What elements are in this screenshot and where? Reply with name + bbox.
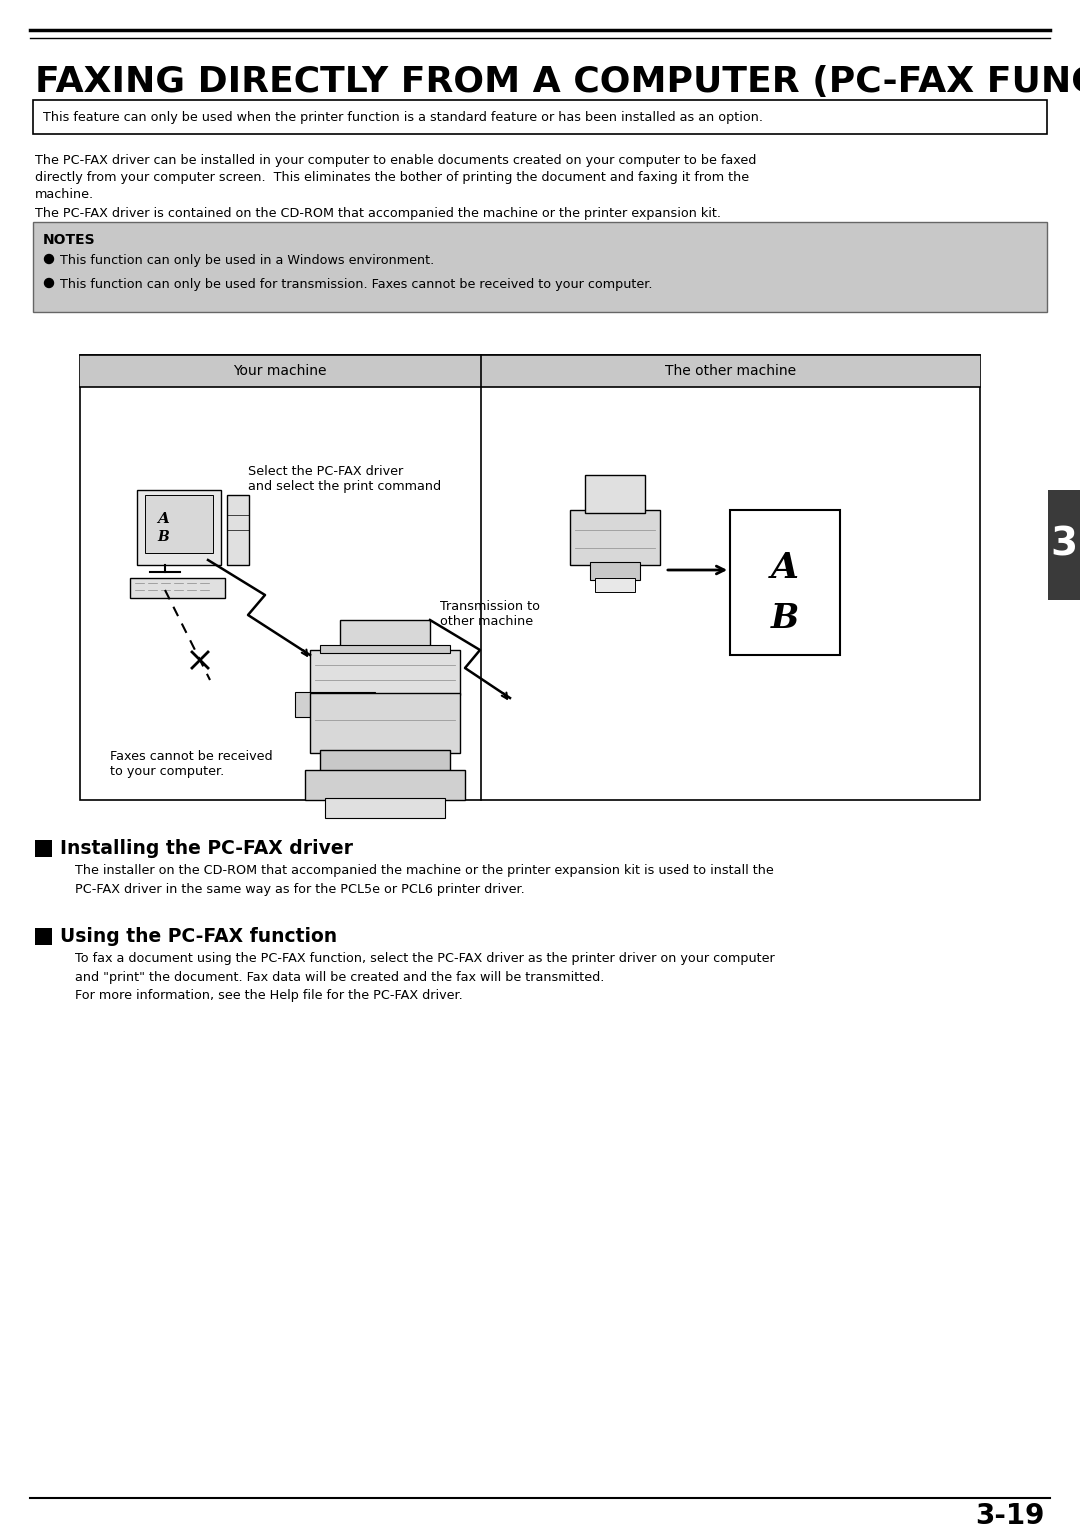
- Text: Faxes cannot be received
to your computer.: Faxes cannot be received to your compute…: [110, 750, 272, 778]
- FancyBboxPatch shape: [325, 798, 445, 817]
- FancyBboxPatch shape: [145, 495, 213, 553]
- FancyBboxPatch shape: [340, 620, 430, 652]
- Text: The PC-FAX driver is contained on the CD-ROM that accompanied the machine or the: The PC-FAX driver is contained on the CD…: [35, 206, 721, 220]
- FancyBboxPatch shape: [35, 927, 52, 944]
- Text: This function can only be used in a Windows environment.: This function can only be used in a Wind…: [60, 254, 434, 267]
- FancyBboxPatch shape: [585, 475, 645, 513]
- Text: A: A: [157, 512, 168, 526]
- FancyBboxPatch shape: [227, 495, 249, 565]
- Text: The PC-FAX driver can be installed in your computer to enable documents created : The PC-FAX driver can be installed in yo…: [35, 154, 756, 167]
- FancyBboxPatch shape: [595, 578, 635, 591]
- Text: B: B: [771, 602, 799, 634]
- FancyBboxPatch shape: [730, 510, 840, 656]
- FancyBboxPatch shape: [80, 354, 980, 387]
- FancyBboxPatch shape: [305, 770, 465, 801]
- Text: Your machine: Your machine: [233, 364, 327, 377]
- Text: A: A: [771, 552, 799, 585]
- Text: PC-FAX driver in the same way as for the PCL5e or PCL6 printer driver.: PC-FAX driver in the same way as for the…: [75, 883, 525, 895]
- Text: machine.: machine.: [35, 188, 94, 202]
- FancyBboxPatch shape: [320, 750, 450, 775]
- FancyBboxPatch shape: [310, 649, 460, 695]
- FancyBboxPatch shape: [80, 354, 980, 801]
- Text: FAXING DIRECTLY FROM A COMPUTER (PC-FAX FUNCTION): FAXING DIRECTLY FROM A COMPUTER (PC-FAX …: [35, 66, 1080, 99]
- Text: Transmission to
other machine: Transmission to other machine: [440, 601, 540, 628]
- FancyBboxPatch shape: [1048, 490, 1080, 601]
- Text: For more information, see the Help file for the PC-FAX driver.: For more information, see the Help file …: [75, 989, 462, 1002]
- FancyBboxPatch shape: [33, 99, 1047, 134]
- FancyBboxPatch shape: [310, 694, 460, 753]
- Circle shape: [44, 255, 54, 263]
- Text: Select the PC-FAX driver
and select the print command: Select the PC-FAX driver and select the …: [248, 465, 441, 494]
- FancyBboxPatch shape: [33, 222, 1047, 312]
- Text: The installer on the CD-ROM that accompanied the machine or the printer expansio: The installer on the CD-ROM that accompa…: [75, 863, 773, 877]
- FancyBboxPatch shape: [130, 578, 225, 597]
- Circle shape: [44, 278, 54, 287]
- Text: Installing the PC-FAX driver: Installing the PC-FAX driver: [60, 839, 353, 859]
- Text: Using the PC-FAX function: Using the PC-FAX function: [60, 927, 337, 946]
- FancyBboxPatch shape: [137, 490, 221, 565]
- FancyBboxPatch shape: [295, 692, 375, 717]
- Text: and "print" the document. Fax data will be created and the fax will be transmitt: and "print" the document. Fax data will …: [75, 970, 605, 984]
- Text: 3-19: 3-19: [975, 1502, 1045, 1528]
- Text: NOTES: NOTES: [43, 232, 96, 248]
- Text: This feature can only be used when the printer function is a standard feature or: This feature can only be used when the p…: [43, 110, 762, 124]
- FancyBboxPatch shape: [590, 562, 640, 581]
- FancyBboxPatch shape: [570, 510, 660, 565]
- FancyBboxPatch shape: [320, 645, 450, 652]
- Text: This function can only be used for transmission. Faxes cannot be received to you: This function can only be used for trans…: [60, 278, 652, 290]
- Text: directly from your computer screen.  This eliminates the bother of printing the : directly from your computer screen. This…: [35, 171, 750, 183]
- Text: To fax a document using the PC-FAX function, select the PC-FAX driver as the pri: To fax a document using the PC-FAX funct…: [75, 952, 774, 966]
- Text: The other machine: The other machine: [664, 364, 796, 377]
- FancyBboxPatch shape: [35, 840, 52, 857]
- Text: 3: 3: [1051, 526, 1078, 564]
- Text: B: B: [157, 530, 168, 544]
